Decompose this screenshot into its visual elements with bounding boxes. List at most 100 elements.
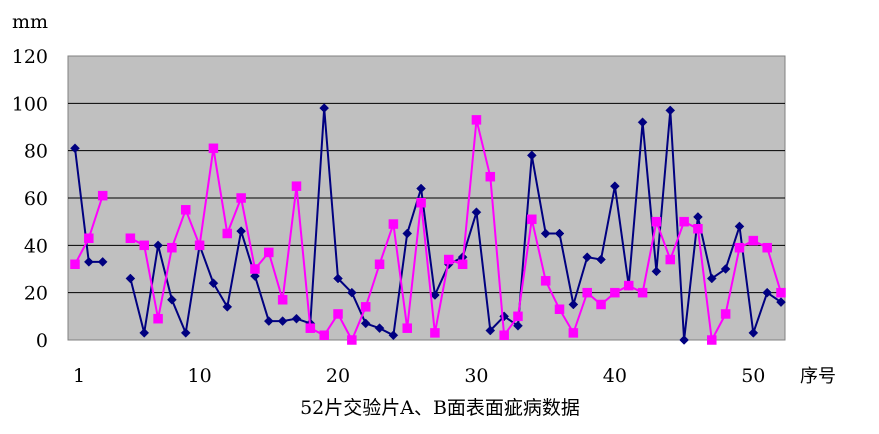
series-2-point-7: [153, 313, 163, 324]
series-1-point-49: [734, 221, 745, 232]
series-group: [70, 103, 786, 345]
series-2-point-1: [70, 259, 80, 270]
series-2-point-27: [430, 328, 440, 338]
series-2-point-11: [208, 143, 219, 154]
y-tick-label-0: 0: [36, 330, 48, 352]
x-tick-label-1: 1: [73, 365, 85, 387]
series-2-point-18: [305, 323, 316, 333]
series-2-point-16: [277, 295, 288, 305]
series-1-point-24: [388, 330, 399, 341]
series-1-point-5: [125, 273, 136, 284]
series-1-point-17: [291, 313, 302, 324]
series-2-point-10: [194, 240, 205, 251]
series-1-point-13: [236, 226, 246, 236]
x-tick-label-50: 50: [741, 365, 765, 387]
y-tick-label-20: 20: [24, 283, 48, 305]
series-1-point-50: [748, 328, 759, 338]
series-1-point-44: [665, 105, 676, 116]
series-2-point-38: [582, 287, 592, 298]
x-axis-label: 序号: [800, 366, 836, 387]
series-1-point-8: [167, 294, 177, 305]
series-1-point-19: [319, 103, 330, 113]
y-tick-label-120: 120: [12, 46, 48, 68]
y-tick-label-80: 80: [24, 141, 48, 163]
series-2-point-39: [596, 299, 606, 310]
y-tick-labels: 0 20 40 60 80 100 120: [12, 46, 48, 352]
series-2-point-2: [84, 233, 94, 243]
series-2-point-35: [540, 276, 551, 286]
series-1-point-45: [679, 335, 689, 345]
series-2-point-25: [402, 323, 412, 333]
series-2-point-31: [485, 171, 496, 182]
series-2-point-32: [499, 330, 509, 341]
series-1-point-33: [513, 320, 523, 331]
series-2-point-17: [291, 181, 302, 191]
series-2-point-33: [513, 311, 523, 322]
series-1-point-37: [568, 299, 579, 310]
series-2-point-12: [222, 228, 233, 239]
series-1: [70, 103, 786, 345]
series-2-point-22: [360, 302, 371, 312]
series-1-point-27: [430, 290, 440, 300]
series-1-point-9: [180, 328, 191, 338]
series-2-point-30: [471, 115, 482, 125]
series-1-point-36: [554, 228, 565, 239]
series-2-point-47: [707, 335, 717, 345]
series-2-point-50: [748, 235, 759, 246]
x-tick-labels: 1 10 20 30 40 50: [73, 365, 765, 387]
series-1-point-47: [706, 273, 717, 284]
series-2-point-9: [180, 205, 191, 215]
series-2-point-46: [693, 224, 703, 234]
series-2-point-20: [333, 309, 343, 319]
series-2-point-14: [250, 264, 260, 274]
y-tick-label-100: 100: [12, 93, 48, 115]
series-1-point-48: [720, 264, 731, 274]
series-1-point-7: [153, 240, 163, 251]
series-1-point-14: [250, 271, 260, 281]
x-tick-label-20: 20: [326, 365, 350, 387]
series-2-point-24: [388, 219, 399, 229]
series-2-point-34: [527, 214, 537, 225]
series-1-line-2: [129, 108, 782, 341]
series-1-point-40: [610, 181, 620, 192]
series-1-point-35: [540, 228, 551, 239]
series-1-point-34: [526, 150, 537, 161]
series-1-point-23: [374, 323, 385, 334]
series-2-point-52: [776, 287, 786, 298]
series-1-point-39: [596, 254, 606, 265]
series-2-point-3: [97, 190, 108, 201]
x-tick-label-10: 10: [187, 365, 211, 387]
series-2-point-6: [139, 240, 149, 251]
x-tick-label-30: 30: [464, 365, 488, 387]
series-1-point-2: [83, 257, 94, 267]
series-2-point-21: [347, 335, 357, 345]
series-2: [70, 115, 786, 345]
series-1-point-31: [485, 325, 496, 336]
series-2-line-2: [129, 119, 782, 344]
series-1-point-51: [762, 287, 773, 298]
y-tick-label-60: 60: [24, 188, 48, 210]
series-1-point-21: [347, 287, 357, 298]
y-tick-label-40: 40: [24, 235, 48, 257]
series-1-point-52: [776, 297, 786, 307]
x-tick-label-40: 40: [603, 365, 627, 387]
series-2-point-8: [167, 242, 177, 253]
series-2-point-40: [610, 287, 620, 298]
series-1-point-1: [70, 143, 80, 154]
series-2-point-29: [457, 259, 468, 270]
series-1-point-6: [139, 328, 150, 338]
series-2-point-19: [319, 330, 329, 341]
series-2-point-37: [568, 328, 579, 338]
series-2-point-49: [734, 242, 745, 253]
series-2-point-23: [374, 259, 385, 270]
series-2-point-36: [554, 304, 565, 314]
series-1-point-22: [360, 318, 371, 329]
series-1-point-30: [471, 207, 482, 218]
series-2-point-41: [623, 280, 634, 291]
series-1-point-16: [277, 316, 288, 326]
chart-caption: 52片交验片A、B面表面疵病数据: [300, 397, 580, 419]
series-2-point-45: [679, 216, 689, 227]
series-2-point-26: [416, 197, 426, 208]
series-1-point-11: [208, 278, 219, 289]
series-1-point-43: [651, 266, 662, 277]
